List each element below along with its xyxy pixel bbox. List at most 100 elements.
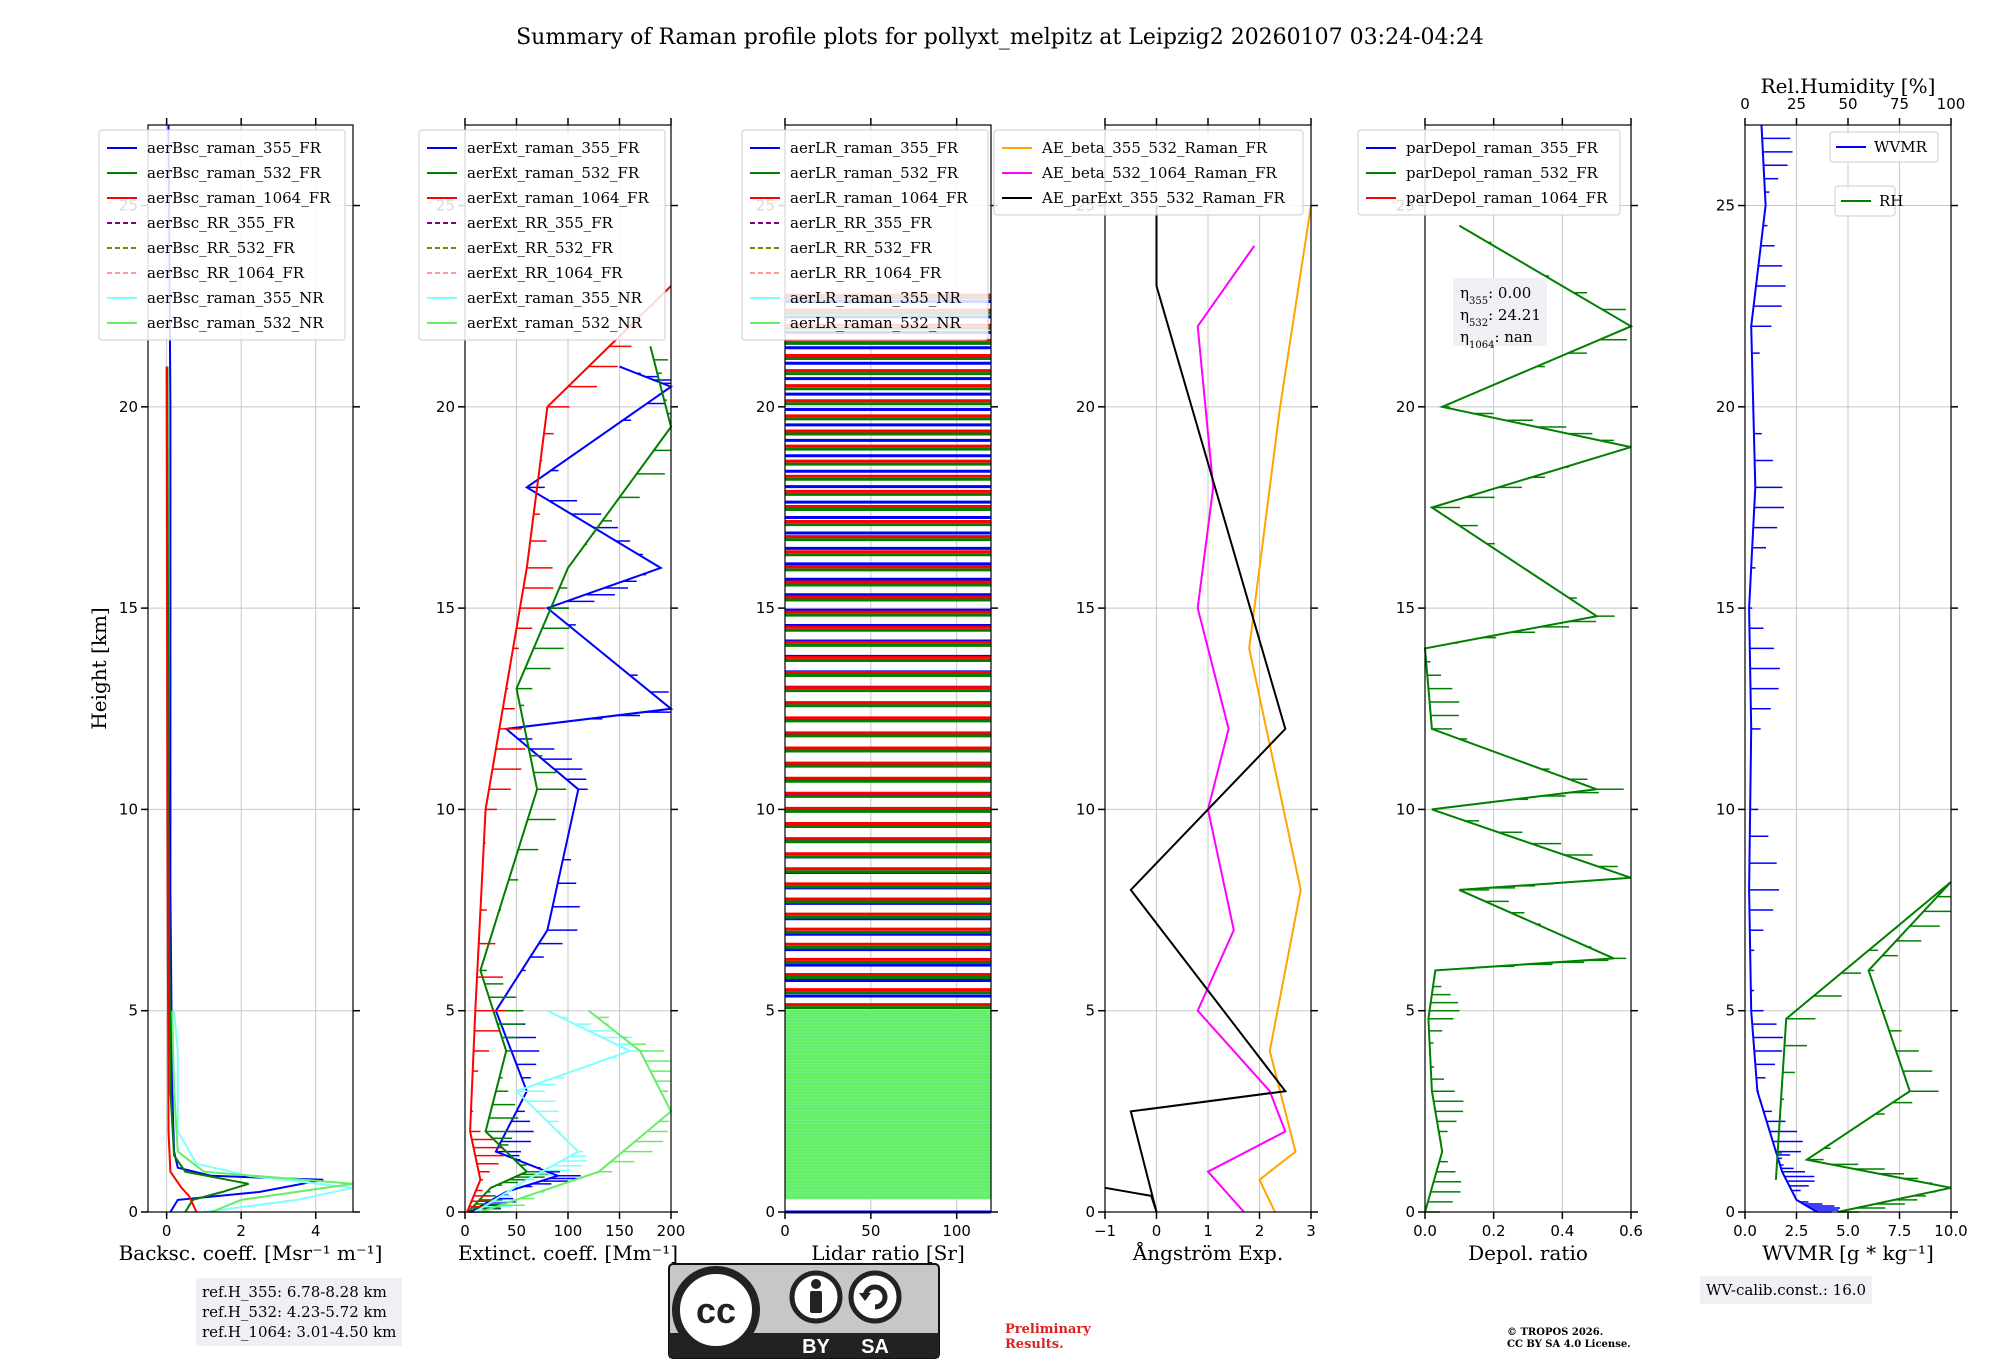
legend-entry: aerExt_RR_1064_FR	[467, 264, 623, 282]
panel-4: −101230510152025Ångström Exp.AE_beta_355…	[993, 118, 1318, 1265]
y-tick-label: 0	[1405, 1203, 1415, 1221]
x-tick-label: 200	[657, 1222, 686, 1240]
legend-entry: AE_beta_532_1064_Raman_FR	[1041, 164, 1277, 182]
y-tick-label: 0	[445, 1203, 455, 1221]
x-tick-label: 0.0	[1413, 1222, 1437, 1240]
series-aerBsc_raman_532_NR	[171, 1010, 354, 1213]
y-tick-label: 15	[119, 599, 138, 617]
legend-entry: aerExt_raman_532_NR	[467, 314, 643, 332]
figure-title: Summary of Raman profile plots for polly…	[516, 25, 1484, 50]
series-aerBsc_raman_355_FR	[167, 124, 324, 1213]
legend-entry: WVMR	[1874, 138, 1928, 156]
x-tick-label: 0	[162, 1222, 172, 1240]
eta-symbol: η	[1460, 284, 1469, 302]
x-axis-label: Lidar ratio [Sr]	[811, 1241, 965, 1265]
y-tick-label: 15	[756, 599, 775, 617]
legend-entry: parDepol_raman_355_FR	[1406, 139, 1599, 157]
legend-entry: aerLR_RR_1064_FR	[790, 264, 942, 282]
legend-box	[98, 129, 346, 341]
legend-entry: aerExt_RR_355_FR	[467, 214, 614, 232]
eta-subscript: 355	[1469, 296, 1488, 307]
prelim-line-2: Results.	[1005, 1337, 1064, 1352]
x2-tick-label: 50	[1838, 95, 1857, 113]
legend-box	[1357, 129, 1621, 216]
axes-frame	[147, 124, 354, 1213]
series-aerBsc_raman_532_FR	[166, 366, 249, 1213]
eta-value: : 0.00	[1488, 284, 1531, 302]
y-tick-label: 15	[436, 599, 455, 617]
y-tick-label: 25	[1716, 197, 1735, 215]
x2-tick-label: 0	[1740, 95, 1750, 113]
panel-1: 0240510152025Backsc. coeff. [Msr⁻¹ m⁻¹]H…	[87, 118, 382, 1265]
y-tick-label: 10	[1716, 800, 1735, 818]
eta-value: : 24.21	[1488, 306, 1541, 324]
x2-axis-label: Rel.Humidity [%]	[1761, 74, 1936, 98]
x-tick-label: −1	[1094, 1222, 1116, 1240]
x-tick-label: 3	[1306, 1222, 1316, 1240]
x-tick-label: 7.5	[1888, 1222, 1912, 1240]
legend-entry: aerLR_raman_1064_FR	[790, 189, 968, 207]
axes-frame	[784, 124, 992, 1213]
legend-box	[1829, 131, 1939, 163]
ref-height-1064: ref.H_1064: 3.01-4.50 km	[202, 1323, 397, 1341]
y-tick-label: 10	[436, 800, 455, 818]
x-tick-label: 50	[861, 1222, 880, 1240]
copyright-note: © TROPOS 2026. CC BY SA 4.0 License.	[1507, 1327, 1631, 1351]
sa-share-icon	[848, 1270, 902, 1324]
x-tick-label: 2	[236, 1222, 246, 1240]
x-tick-label: 100	[942, 1222, 971, 1240]
y-tick-label: 0	[1085, 1203, 1095, 1221]
panel-2: 0501001502000510152025Extinct. coeff. [M…	[418, 118, 686, 1265]
panel-5: 0.00.20.40.60510152025Depol. ratioparDep…	[1357, 118, 1643, 1265]
x-tick-label: 0.0	[1733, 1222, 1757, 1240]
y-tick-label: 10	[756, 800, 775, 818]
ref-height-532: ref.H_532: 4.23-5.72 km	[202, 1303, 387, 1321]
panel-6: 0.0 2.5 5.0 7.5 10.0 0 5 10 15 20 25 WVMR [g * kg⁻¹…	[1716, 74, 1968, 1265]
y-tick-label: 20	[436, 398, 455, 416]
legend-entry: aerLR_raman_355_NR	[790, 289, 961, 307]
depol-annotation-line: η532: 24.21	[1460, 306, 1541, 329]
eta-subscript: 532	[1469, 318, 1488, 329]
x-axis-label: Ångström Exp.	[1132, 1240, 1283, 1265]
legend-entry: AE_beta_355_532_Raman_FR	[1041, 139, 1268, 157]
y-tick-label: 0	[128, 1203, 138, 1221]
legend-box	[741, 129, 989, 341]
x-tick-label: 4	[311, 1222, 321, 1240]
reference-height-box: ref.H_355: 6.78-8.28 km ref.H_532: 4.23-…	[196, 1278, 403, 1346]
x-tick-label: 5.0	[1836, 1222, 1860, 1240]
x-tick-label: 0.4	[1550, 1222, 1574, 1240]
cc-by-label: BY	[802, 1336, 830, 1358]
series-aerBsc_raman_355_NR	[173, 1010, 354, 1213]
x-tick-label: 10.0	[1934, 1222, 1967, 1240]
depol-annotation-line: η355: 0.00	[1460, 284, 1531, 307]
y-tick-label: 5	[445, 1002, 455, 1020]
x2-tick-label: 25	[1787, 95, 1806, 113]
legend-entry: aerExt_raman_1064_FR	[467, 189, 649, 207]
series-parDepol_raman_532_FR	[1423, 224, 1634, 1213]
legend-entry: aerBsc_RR_355_FR	[147, 214, 295, 232]
y-tick-label: 5	[1085, 1002, 1095, 1020]
legend-entry: aerLR_raman_532_FR	[790, 164, 959, 182]
x-tick-label: 2	[1255, 1222, 1265, 1240]
y-tick-label: 10	[1076, 800, 1095, 818]
wv-calib-box: WV-calib.const.: 16.0	[1700, 1276, 1873, 1304]
sa-share-arrowhead	[859, 1293, 871, 1301]
legend-entry: aerExt_raman_355_NR	[467, 289, 643, 307]
legend-entry: aerBsc_RR_1064_FR	[147, 264, 305, 282]
y-tick-label: 10	[1396, 800, 1415, 818]
y-tick-label: 20	[756, 398, 775, 416]
x-tick-label: 100	[554, 1222, 583, 1240]
x-tick-label: 0.2	[1482, 1222, 1506, 1240]
preliminary-results-note: Preliminary Results.	[1005, 1322, 1091, 1352]
legend-entry: aerExt_RR_532_FR	[467, 239, 614, 257]
x-tick-label: 0.6	[1619, 1222, 1643, 1240]
prelim-line-1: Preliminary	[1005, 1322, 1091, 1337]
series-AE_beta_355_532_Raman_FR	[1248, 205, 1312, 1213]
panel-3: 0501000510152025Lidar ratio [Sr]aerLR_ra…	[741, 118, 998, 1265]
legend-entry: aerLR_RR_355_FR	[790, 214, 932, 232]
legend-box	[418, 129, 666, 341]
wv-calib-const: WV-calib.const.: 16.0	[1706, 1281, 1867, 1299]
y-tick-label: 5	[128, 1002, 138, 1020]
legend-entry: aerBsc_raman_532_FR	[147, 164, 322, 182]
